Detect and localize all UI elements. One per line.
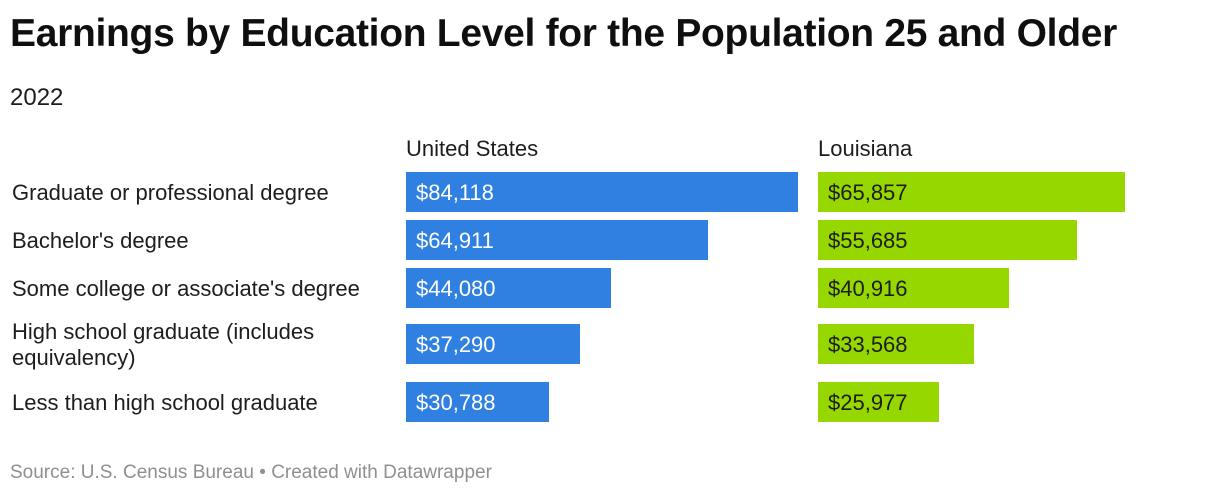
- bar-la: [818, 382, 939, 422]
- source-note: Source: U.S. Census Bureau: [10, 462, 254, 483]
- series-header-us: United States: [406, 136, 538, 161]
- credit-note: Created with Datawrapper: [271, 462, 492, 483]
- bar-us: [406, 220, 708, 260]
- series-header-la: Louisiana: [818, 136, 913, 161]
- category-label: Less than high school graduate: [12, 390, 318, 415]
- category-label: High school graduate (includes: [12, 319, 314, 344]
- bar-la: [818, 220, 1077, 260]
- value-label-us: $30,788: [416, 390, 496, 415]
- category-label: Bachelor's degree: [12, 228, 189, 253]
- category-label: equivalency): [12, 345, 136, 370]
- bar-chart: United States Louisiana Graduate or profes…: [12, 136, 1125, 422]
- bar-la: [818, 172, 1125, 212]
- bar-us: [406, 382, 549, 422]
- bar-la: [818, 268, 1009, 308]
- bar-us: [406, 268, 611, 308]
- category-label: Graduate or professional degree: [12, 180, 329, 205]
- value-label-us: $84,118: [416, 180, 494, 205]
- value-label-la: $33,568: [828, 332, 908, 357]
- value-label-us: $37,290: [416, 332, 496, 357]
- value-label-la: $55,685: [828, 228, 908, 253]
- chart-footer: Source: U.S. Census Bureau • Created wit…: [10, 462, 492, 484]
- chart-subtitle: 2022: [10, 84, 64, 111]
- value-label-us: $44,080: [416, 276, 496, 301]
- category-label: Some college or associate's degree: [12, 276, 360, 301]
- value-label-us: $64,911: [416, 228, 494, 253]
- bar-us: [406, 324, 580, 364]
- value-label-la: $65,857: [828, 180, 908, 205]
- chart-title: Earnings by Education Level for the Popu…: [10, 12, 1117, 55]
- bar-la: [818, 324, 974, 364]
- value-label-la: $40,916: [828, 276, 908, 301]
- bar-us: [406, 172, 798, 212]
- footer-separator: •: [259, 462, 266, 483]
- value-label-la: $25,977: [828, 390, 908, 415]
